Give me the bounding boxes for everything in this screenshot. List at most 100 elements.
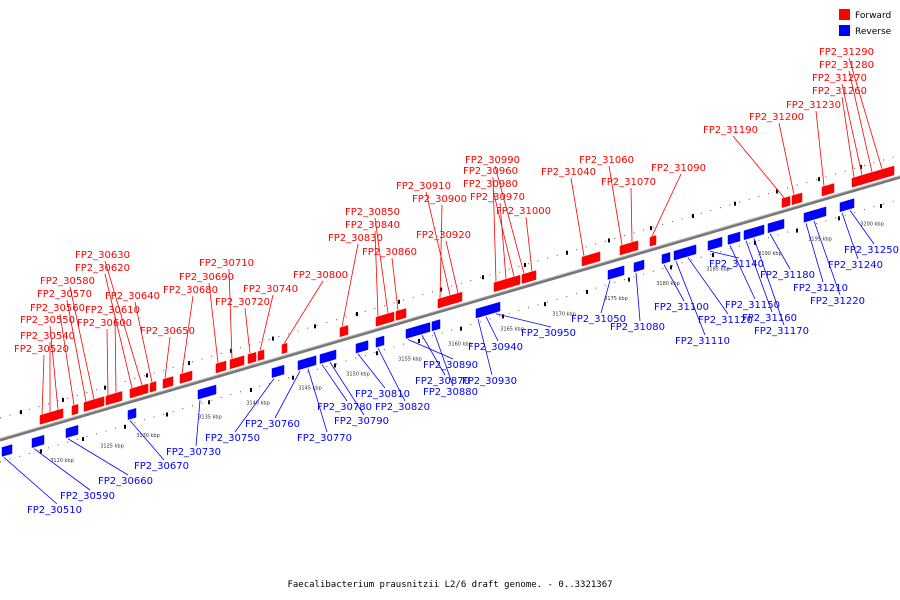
tick-label: 3200 kbp — [860, 221, 884, 227]
track-marker — [838, 216, 840, 221]
forward-leader — [841, 96, 855, 178]
tick-label: 3130 kbp — [136, 433, 160, 439]
legend-reverse-swatch — [839, 25, 850, 36]
reverse-gene-label: FP2_30780 — [317, 402, 372, 413]
forward-gene-label: FP2_30960 — [463, 166, 518, 177]
forward-gene-top — [48, 408, 60, 413]
reverse-leader — [709, 250, 740, 259]
forward-leader — [492, 176, 497, 282]
track-marker — [544, 302, 546, 307]
forward-track: FP2_30520FP2_30540FP2_30550FP2_30560FP2_… — [14, 47, 896, 425]
reverse-gene-top — [728, 229, 742, 236]
forward-gene-label: FP2_30740 — [243, 284, 298, 295]
reverse-leader — [600, 280, 611, 314]
reverse-gene — [661, 252, 671, 265]
forward-gene-label: FP2_31200 — [749, 112, 804, 123]
reverse-gene-top — [328, 347, 338, 353]
forward-leader — [425, 191, 451, 296]
forward-gene-label: FP2_30690 — [179, 272, 234, 283]
reverse-gene-label: FP2_31100 — [654, 302, 709, 313]
reverse-gene — [31, 434, 45, 448]
reverse-gene — [355, 340, 369, 354]
forward-gene-top — [530, 268, 538, 273]
reverse-gene-top — [674, 245, 688, 252]
forward-gene-top — [438, 294, 450, 300]
forward-leader — [391, 257, 399, 311]
track-marker — [880, 204, 882, 209]
forward-gene-label: FP2_31290 — [819, 47, 874, 58]
forward-leader — [499, 202, 507, 279]
forward-gene-top — [792, 190, 804, 196]
forward-gene — [581, 251, 601, 267]
reverse-gene-top — [198, 382, 218, 391]
forward-gene-top — [140, 381, 150, 387]
track-marker — [40, 449, 42, 454]
reverse-gene-label: FP2_30770 — [297, 433, 352, 444]
forward-gene-top — [386, 309, 396, 315]
reverse-gene-top — [634, 257, 646, 263]
tick-label: 3185 kbp — [706, 266, 730, 272]
reverse-leader — [329, 362, 365, 416]
reverse-leader — [813, 220, 841, 296]
tick-label: 3140 kbp — [246, 401, 270, 407]
forward-gene-top — [258, 347, 266, 352]
reverse-gene-label: FP2_30880 — [423, 387, 478, 398]
forward-gene — [91, 396, 105, 410]
reverse-gene-label: FP2_30790 — [334, 416, 389, 427]
track-marker — [502, 314, 504, 319]
forward-gene-top — [630, 238, 640, 244]
forward-gene — [529, 270, 537, 282]
forward-gene-top — [248, 350, 258, 355]
track-marker — [250, 388, 252, 392]
reverse-gene-label: FP2_31120 — [698, 315, 753, 326]
forward-gene — [781, 195, 791, 208]
reverse-leader — [805, 223, 824, 283]
track-marker — [146, 373, 148, 378]
reverse-gene-label: FP2_31250 — [844, 245, 899, 256]
reverse-gene — [431, 319, 441, 332]
genome-caption: Faecalibacterium prausnitzii L2/6 draft … — [287, 580, 612, 590]
forward-gene-top — [582, 249, 602, 258]
track-marker — [608, 238, 610, 243]
reverse-gene-top — [812, 204, 828, 211]
reverse-gene-label: FP2_30670 — [134, 461, 189, 472]
reverse-gene-top — [432, 317, 442, 322]
tick-label: 3195 kbp — [808, 237, 832, 243]
forward-leader — [69, 286, 95, 400]
kbp-ticks: 3120 kbp 3125 kbp 3130 kbp 3135 kbp 3140 kbp… — [50, 221, 884, 464]
reverse-gene-label: FP2_31150 — [725, 300, 780, 311]
reverse-gene-top — [272, 363, 286, 369]
forward-leader — [439, 204, 443, 299]
forward-gene-top — [216, 359, 228, 364]
reverse-leader — [675, 261, 706, 336]
forward-gene-label: FP2_30910 — [396, 181, 451, 192]
forward-gene-top — [494, 277, 508, 283]
reverse-gene-label: FP2_30940 — [468, 342, 523, 353]
track-marker — [734, 201, 736, 206]
reverse-gene-label: FP2_30760 — [245, 419, 300, 430]
forward-gene — [257, 349, 265, 361]
track-marker — [586, 289, 588, 294]
track-marker — [272, 336, 274, 341]
forward-gene-label: FP2_30540 — [20, 331, 75, 342]
forward-gene-top — [56, 406, 65, 411]
tick-label: 3175 kbp — [604, 296, 628, 302]
forward-gene-label: FP2_30970 — [470, 192, 525, 203]
forward-gene-label: FP2_30850 — [345, 207, 400, 218]
forward-gene-label: FP2_31280 — [819, 60, 874, 71]
forward-gene-label: FP2_30650 — [140, 326, 195, 337]
reverse-gene-top — [708, 235, 724, 242]
reverse-gene — [1, 444, 13, 457]
genome-backbone — [0, 154, 900, 463]
forward-gene — [629, 240, 639, 253]
forward-gene-label: FP2_30720 — [215, 297, 270, 308]
reverse-leader — [485, 316, 499, 342]
reverse-gene-top — [804, 208, 816, 214]
reverse-leader — [33, 448, 91, 491]
reverse-gene-top — [476, 304, 486, 310]
reverse-gene — [271, 364, 285, 378]
forward-leader — [341, 243, 359, 327]
forward-gene-label: FP2_30710 — [199, 258, 254, 269]
forward-gene-top — [72, 402, 80, 406]
forward-gene-top — [620, 241, 632, 246]
